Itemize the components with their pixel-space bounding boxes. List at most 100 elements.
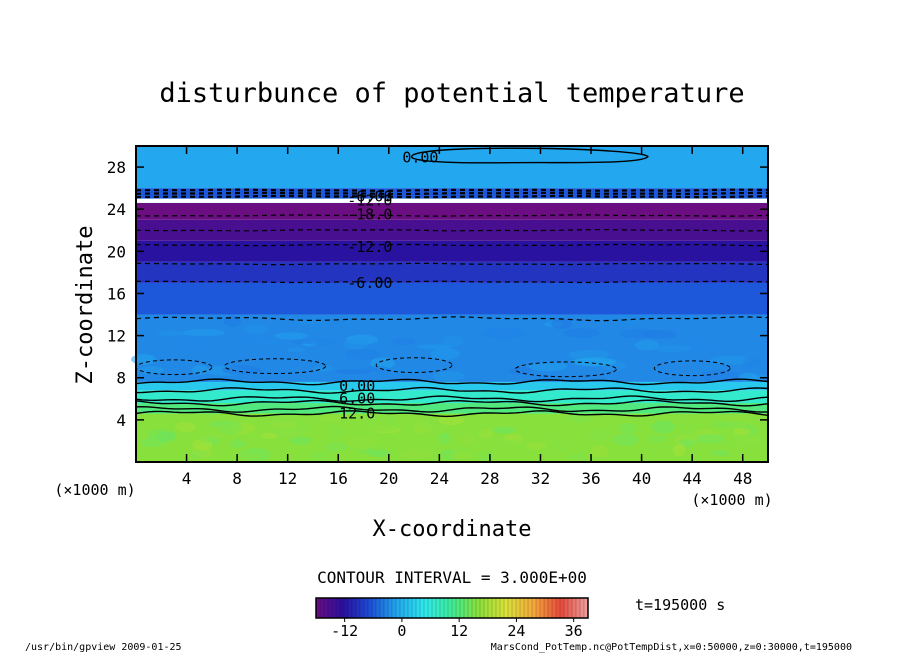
time-label: t=195000 s xyxy=(635,596,725,614)
colorbar-cell xyxy=(396,598,401,618)
texture-blotch xyxy=(699,369,740,382)
texture-blotch xyxy=(384,439,414,450)
y-tick-label: 8 xyxy=(116,369,126,388)
texture-blotch xyxy=(174,421,196,433)
texture-blotch xyxy=(634,339,660,351)
texture-blotch xyxy=(465,451,488,459)
texture-blotch xyxy=(493,426,516,434)
y-tick-label: 4 xyxy=(116,411,126,430)
texture-blotch xyxy=(568,349,610,360)
colorbar-cell xyxy=(556,598,561,618)
contour-dashed xyxy=(135,316,769,322)
colorbar-cell xyxy=(492,598,497,618)
colorbar-cell xyxy=(464,598,469,618)
contour-interval: CONTOUR INTERVAL = 3.000E+00 xyxy=(317,568,587,587)
texture-blotch xyxy=(438,415,465,426)
texture-blotch xyxy=(138,366,164,375)
texture-blotch xyxy=(308,422,334,429)
texture-blotch xyxy=(368,449,391,458)
texture-blotch xyxy=(694,433,725,444)
chart-title: disturbunce of potential temperature xyxy=(159,78,744,109)
y-tick-label: 16 xyxy=(107,284,126,303)
footer-right: MarsCond_PotTemp.nc@PotTempDist,x=0:5000… xyxy=(491,642,852,653)
texture-blotch xyxy=(335,368,371,375)
texture-blotch xyxy=(709,355,751,365)
texture-blotch xyxy=(549,343,573,350)
contour-closed xyxy=(411,147,649,164)
colorbar-cell xyxy=(520,598,525,618)
texture-blotch xyxy=(329,426,344,438)
contour-solid xyxy=(135,405,769,413)
heatmap-band xyxy=(136,282,768,315)
colorbar-cell xyxy=(360,598,365,618)
colorbar-cell xyxy=(484,598,489,618)
colorbar-cell xyxy=(512,598,517,618)
x-unit-right: (×1000 m) xyxy=(691,491,772,509)
texture-blotch xyxy=(548,438,564,453)
texture-blotch xyxy=(509,366,533,375)
contour-label: 6.00 xyxy=(339,390,375,408)
texture-blotch xyxy=(363,366,390,373)
contour-dashed xyxy=(136,262,769,266)
x-tick-label: 36 xyxy=(581,469,600,488)
colorbar-tick-label: 36 xyxy=(565,622,583,640)
colorbar xyxy=(315,598,589,618)
texture-blotch xyxy=(309,436,327,449)
texture-blotch xyxy=(289,436,312,445)
colorbar-cell xyxy=(316,598,321,618)
colorbar-cell xyxy=(576,598,581,618)
x-tick-label: 12 xyxy=(278,469,297,488)
texture-blotch xyxy=(685,340,716,351)
contour-solid xyxy=(135,395,769,403)
white-band xyxy=(136,198,768,203)
texture-blotch xyxy=(392,337,416,346)
x-axis-label: X-coordinate xyxy=(373,517,532,542)
texture-blotch xyxy=(450,451,471,460)
contour-label: 12.0 xyxy=(339,404,375,422)
colorbar-cell xyxy=(532,598,537,618)
colorbar-cell xyxy=(508,598,513,618)
texture-blotch xyxy=(292,419,310,431)
texture-blotch xyxy=(416,344,452,350)
texture-blotch xyxy=(182,328,225,337)
contour-dashed xyxy=(135,188,769,192)
x-tick-label: 8 xyxy=(232,469,242,488)
texture-blotch xyxy=(238,333,264,344)
texture-blotch xyxy=(711,449,731,457)
x-unit-left: (×1000 m) xyxy=(54,481,135,499)
texture-blotch xyxy=(619,423,637,434)
colorbar-cell xyxy=(388,598,393,618)
texture-blotch xyxy=(717,438,739,449)
x-axis-ticks: 4 8 12 16 20 24 28 32 36 40 44 48 xyxy=(182,146,752,488)
x-tick-label: 20 xyxy=(379,469,398,488)
contour-blob xyxy=(514,361,617,378)
contour-lines xyxy=(135,147,769,418)
colorbar-cell xyxy=(324,598,329,618)
texture-blotch xyxy=(742,357,761,368)
texture-blotch xyxy=(324,441,348,453)
colorbar-cell xyxy=(332,598,337,618)
texture-blotch xyxy=(346,436,378,450)
contour-dashed xyxy=(135,243,768,247)
colorbar-cell xyxy=(440,598,445,618)
x-tick-label: 28 xyxy=(480,469,499,488)
colorbar-cell xyxy=(460,598,465,618)
texture-blotch xyxy=(197,435,225,442)
texture-blotch xyxy=(438,432,451,444)
colorbar-cell xyxy=(368,598,373,618)
texture-blotch xyxy=(478,429,494,439)
texture-blotch xyxy=(306,337,338,346)
colorbar-cell xyxy=(516,598,521,618)
colorbar-cell xyxy=(404,598,409,618)
colorbar-cell xyxy=(468,598,473,618)
colorbar-ticks: -12 0 12 24 36 xyxy=(331,618,583,640)
texture-blotch xyxy=(673,443,686,457)
texture-blotch xyxy=(566,413,591,423)
colorbar-cell xyxy=(380,598,385,618)
x-tick-label: 16 xyxy=(329,469,348,488)
colorbar-cell xyxy=(336,598,341,618)
colorbar-cell xyxy=(364,598,369,618)
texture-blotch xyxy=(400,448,432,459)
texture-blotch xyxy=(590,445,609,458)
